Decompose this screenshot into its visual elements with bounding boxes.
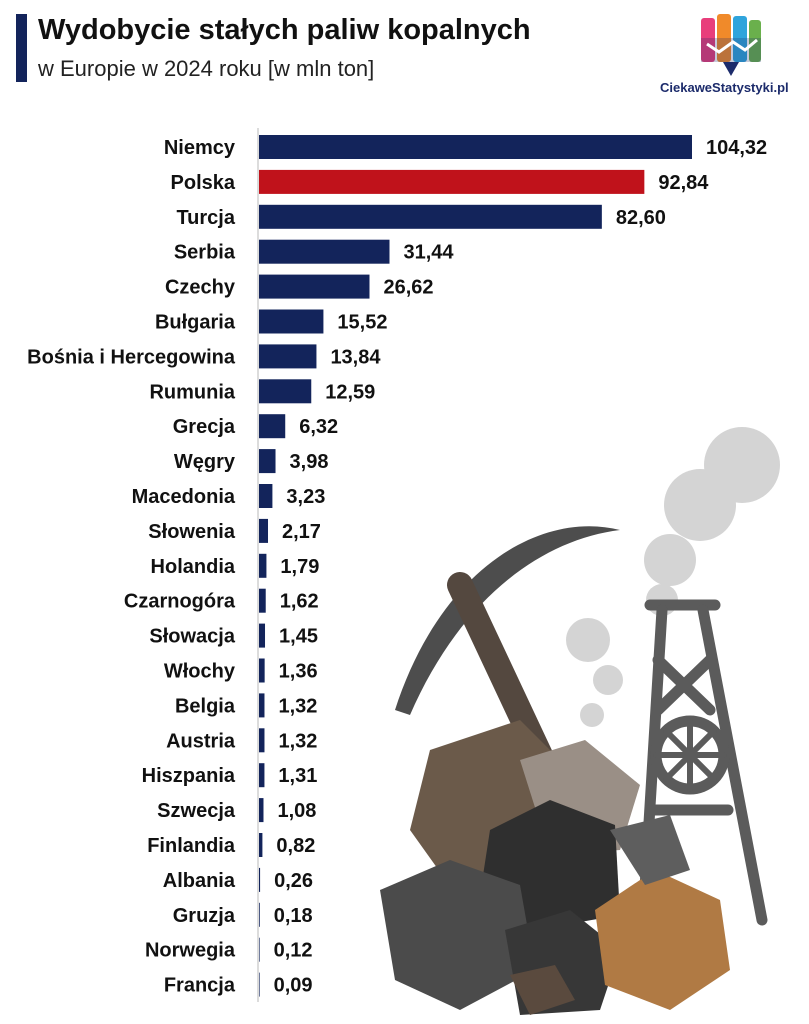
value-label: 1,31 — [278, 765, 317, 787]
chart-subtitle: w Europie w 2024 roku [w mln ton] — [38, 56, 375, 81]
bar-2 — [259, 204, 602, 229]
category-label: Norwegia — [145, 940, 236, 962]
bar-11 — [259, 518, 269, 543]
value-label: 1,79 — [280, 556, 319, 578]
value-label: 3,98 — [290, 451, 329, 473]
category-label: Niemcy — [164, 137, 236, 159]
value-label: 31,44 — [403, 242, 454, 264]
category-label: Austria — [166, 730, 236, 752]
value-label: 3,23 — [286, 486, 325, 508]
bar-10 — [259, 484, 273, 508]
bar-21 — [259, 867, 261, 892]
value-label: 0,18 — [274, 905, 313, 927]
bar-6 — [259, 344, 317, 369]
value-label: 0,09 — [274, 975, 313, 997]
value-label: 2,17 — [282, 521, 321, 543]
category-label: Belgia — [175, 695, 236, 717]
value-label: 1,62 — [280, 591, 319, 613]
value-label: 92,84 — [658, 172, 709, 194]
bar-7 — [259, 379, 312, 404]
value-label: 26,62 — [383, 277, 433, 299]
value-label: 0,82 — [276, 835, 315, 857]
category-label: Polska — [171, 172, 236, 194]
bar-13 — [259, 588, 266, 613]
value-label: 1,32 — [278, 695, 317, 717]
category-label: Bułgaria — [155, 312, 236, 334]
coal-pile-icon — [380, 720, 730, 1015]
bar-22 — [259, 902, 260, 927]
bar-14 — [259, 623, 266, 648]
value-label: 13,84 — [330, 346, 381, 368]
category-label: Albania — [163, 870, 236, 892]
category-label: Turcja — [176, 207, 235, 229]
category-label: Szwecja — [157, 800, 236, 822]
mine-tower-icon — [634, 599, 768, 976]
category-label: Czechy — [165, 277, 236, 299]
value-label: 1,08 — [277, 800, 316, 822]
category-label: Macedonia — [132, 486, 236, 508]
bar-5 — [259, 309, 324, 334]
bar-15 — [259, 658, 265, 683]
bar-8 — [259, 414, 286, 439]
category-label: Bośnia i Hercegowina — [27, 346, 236, 368]
value-label: 15,52 — [337, 312, 387, 334]
category-label: Francja — [164, 975, 236, 997]
bars-layer: Niemcy 104,32 Polska 92,84 Turcja 82,60 Serbia… — [27, 135, 767, 997]
category-label: Węgry — [174, 451, 236, 473]
value-label: 6,32 — [299, 416, 338, 438]
value-label: 1,32 — [278, 730, 317, 752]
brand-name: CiekaweStatystyki.pl — [660, 80, 789, 95]
value-label: 12,59 — [325, 381, 375, 403]
bar-1 — [259, 169, 645, 194]
category-label: Finlandia — [147, 835, 236, 857]
bar-19 — [259, 798, 264, 823]
bar-12 — [259, 553, 267, 578]
value-label: 104,32 — [706, 137, 767, 159]
bar-16 — [259, 693, 265, 718]
category-label: Hiszpania — [142, 765, 236, 787]
bar-23 — [259, 937, 260, 962]
value-label: 0,26 — [274, 870, 313, 892]
category-label: Słowacja — [149, 626, 235, 648]
bar-17 — [259, 728, 265, 753]
value-label: 82,60 — [616, 207, 666, 229]
brand-logo-icon — [701, 14, 761, 76]
category-label: Grecja — [173, 416, 236, 438]
value-label: 1,45 — [279, 626, 318, 648]
bar-4 — [259, 274, 370, 299]
bar-3 — [259, 239, 390, 264]
bar-0 — [259, 135, 692, 159]
bar-24 — [259, 972, 260, 997]
category-label: Czarnogóra — [124, 591, 236, 613]
bar-20 — [259, 833, 263, 857]
value-label: 1,36 — [279, 661, 318, 683]
category-label: Gruzja — [173, 905, 236, 927]
category-label: Rumunia — [149, 381, 235, 403]
category-label: Włochy — [164, 661, 236, 683]
value-label: 0,12 — [274, 940, 313, 962]
bar-9 — [259, 449, 276, 474]
category-label: Serbia — [174, 242, 236, 264]
bar-18 — [259, 763, 265, 788]
mining-illustration — [380, 427, 780, 1015]
chart-title: Wydobycie stałych paliw kopalnych — [38, 14, 531, 46]
category-label: Holandia — [151, 556, 236, 578]
category-label: Słowenia — [148, 521, 236, 543]
title-accent-bar — [16, 14, 27, 82]
